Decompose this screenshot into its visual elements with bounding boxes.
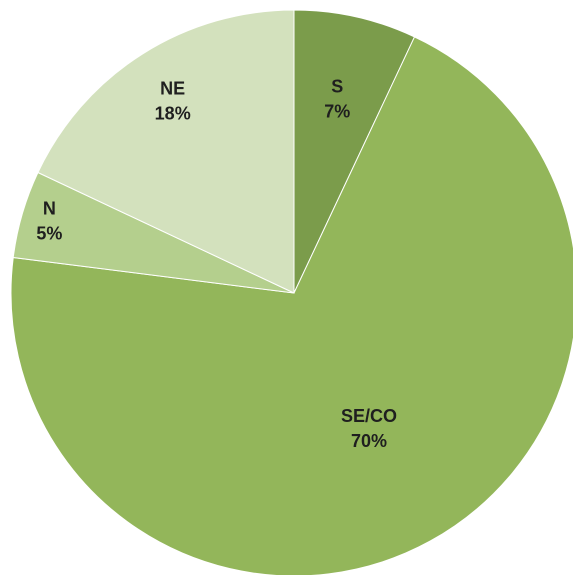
slice-value-label: 7% (324, 101, 350, 121)
slice-label: S (331, 76, 343, 96)
slice-value-label: 18% (155, 104, 191, 124)
slice-label: N (43, 199, 56, 219)
slice-label: SE/CO (341, 406, 397, 426)
pie-slice (10, 36, 573, 575)
pie-slice (293, 9, 416, 294)
slice-value-label: 5% (36, 224, 62, 244)
slice-value-label: 70% (351, 431, 387, 451)
slice-label: NE (160, 79, 185, 99)
pie-slice (37, 9, 295, 294)
